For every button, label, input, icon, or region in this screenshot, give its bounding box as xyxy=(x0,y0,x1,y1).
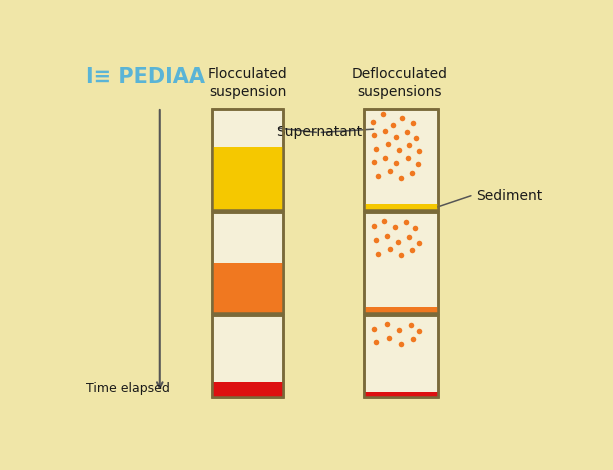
Bar xyxy=(364,212,438,313)
Bar xyxy=(212,212,283,313)
Bar xyxy=(364,109,438,210)
Text: Deflocculated
suspensions: Deflocculated suspensions xyxy=(352,67,447,99)
Bar xyxy=(364,315,438,397)
Bar xyxy=(212,109,283,210)
Text: Flocculated
suspension: Flocculated suspension xyxy=(208,67,287,99)
Bar xyxy=(212,315,283,397)
Bar xyxy=(364,392,438,397)
Text: Supernatant: Supernatant xyxy=(276,125,362,140)
Text: Time elapsed: Time elapsed xyxy=(86,382,170,395)
Bar xyxy=(212,315,283,397)
Bar xyxy=(212,382,283,397)
Bar xyxy=(364,204,438,210)
Text: I≡ PEDIAA: I≡ PEDIAA xyxy=(86,67,205,87)
Bar xyxy=(212,148,283,210)
Bar xyxy=(212,263,283,313)
Bar xyxy=(212,212,283,313)
Bar xyxy=(364,307,438,313)
Bar xyxy=(364,315,438,397)
Bar xyxy=(364,212,438,313)
Text: Sediment: Sediment xyxy=(476,189,542,203)
Bar xyxy=(212,109,283,210)
Bar xyxy=(364,109,438,210)
